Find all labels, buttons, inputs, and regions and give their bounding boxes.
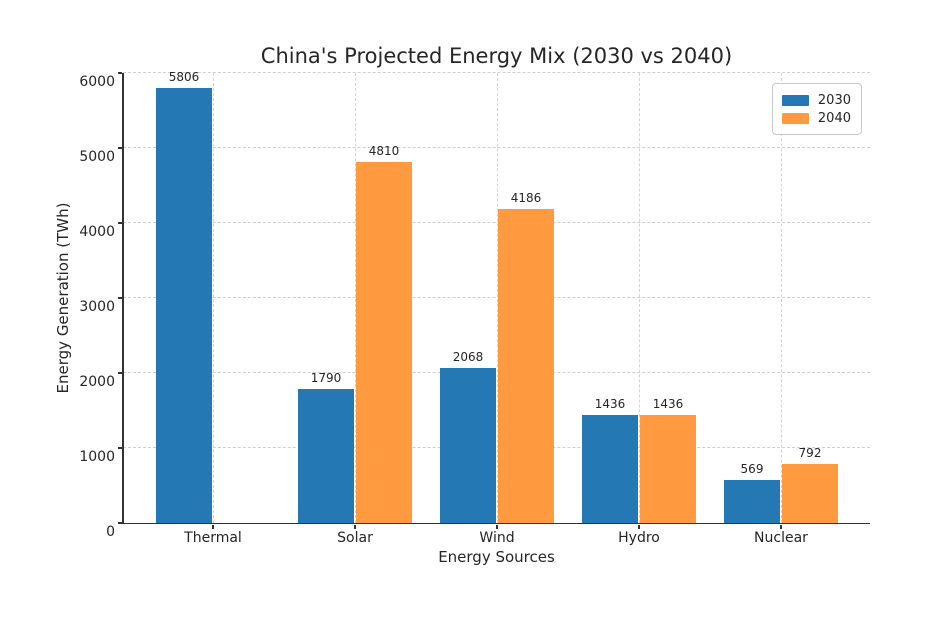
y-tick-label-5000: 5000 (79, 149, 115, 165)
x-tick-label-hydro: Hydro (618, 530, 660, 546)
legend-label-2030: 2030 (817, 92, 851, 108)
x-tick-label-nuclear: Nuclear (754, 530, 808, 546)
y-tick-mark-0 (118, 522, 122, 524)
v-gridline-solar (355, 73, 356, 523)
bar-solar-2040 (356, 162, 412, 523)
x-tick-mark-solar (354, 525, 356, 529)
y-tick-mark-5000 (118, 147, 122, 149)
y-tick-mark-6000 (118, 72, 122, 74)
x-tick-mark-hydro (638, 525, 640, 529)
bar-nuclear-2030 (724, 480, 780, 523)
bar-value-thermal-2030: 5806 (168, 69, 200, 84)
legend-item-2030: 2030 (781, 91, 851, 109)
h-gridline-2000 (123, 372, 870, 373)
h-gridline-5000 (123, 147, 870, 148)
legend-items: 2030 2040 (781, 91, 851, 127)
bar-value-wind-2040: 4186 (510, 191, 542, 206)
v-gridline-thermal (213, 73, 214, 523)
y-tick-label-0: 0 (106, 524, 115, 540)
y-tick-mark-1000 (118, 447, 122, 449)
bar-thermal-2030 (156, 87, 212, 523)
x-tick-label-thermal: Thermal (184, 530, 242, 546)
bar-value-hydro-2030: 1436 (594, 397, 626, 412)
legend-label-2040: 2040 (817, 110, 851, 126)
v-gridline-wind (497, 73, 498, 523)
y-tick-mark-4000 (118, 222, 122, 224)
x-tick-mark-nuclear (780, 525, 782, 529)
v-gridline-hydro (639, 73, 640, 523)
chart-title: China's Projected Energy Mix (2030 vs 20… (260, 44, 733, 68)
y-tick-label-6000: 6000 (79, 74, 115, 90)
x-tick-mark-wind (496, 525, 498, 529)
h-gridline-3000 (123, 297, 870, 298)
legend-swatch-2030 (781, 94, 809, 106)
y-axis-spine (122, 73, 124, 523)
y-tick-label-2000: 2000 (79, 374, 115, 390)
bar-value-nuclear-2040: 792 (798, 445, 822, 460)
y-tick-label-1000: 1000 (79, 449, 115, 465)
bar-value-hydro-2040: 1436 (652, 397, 684, 412)
h-gridline-1000 (123, 447, 870, 448)
bar-value-solar-2040: 4810 (368, 144, 400, 159)
bar-hydro-2030 (582, 415, 638, 523)
bar-wind-2040 (498, 209, 554, 523)
y-tick-label-3000: 3000 (79, 299, 115, 315)
y-tick-mark-3000 (118, 297, 122, 299)
h-gridline-4000 (123, 222, 870, 223)
x-axis-label: Energy Sources (438, 548, 555, 566)
y-tick-mark-2000 (118, 372, 122, 374)
h-gridline-6000 (123, 72, 870, 73)
y-axis-label: Energy Generation (TWh) (54, 202, 72, 394)
bar-nuclear-2040 (782, 463, 838, 523)
plot-area: 5806 1790 4810 2068 4186 1436 1436 569 792 0 1000… (79, 69, 870, 546)
bar-value-solar-2030: 1790 (310, 370, 342, 385)
legend-swatch-2040 (781, 112, 809, 124)
x-tick-mark-thermal (212, 525, 214, 529)
legend-item-2040: 2040 (781, 109, 851, 127)
bar-solar-2030 (298, 388, 354, 523)
v-gridline-nuclear (781, 73, 782, 523)
bar-hydro-2040 (640, 415, 696, 523)
y-tick-label-4000: 4000 (79, 224, 115, 240)
bar-value-wind-2030: 2068 (452, 349, 484, 364)
x-tick-label-wind: Wind (479, 530, 515, 546)
x-tick-label-solar: Solar (337, 530, 373, 546)
x-axis-spine (122, 522, 870, 524)
bar-value-nuclear-2030: 569 (740, 462, 764, 477)
legend: 2030 2040 (771, 83, 862, 135)
bar-wind-2030 (440, 367, 496, 523)
